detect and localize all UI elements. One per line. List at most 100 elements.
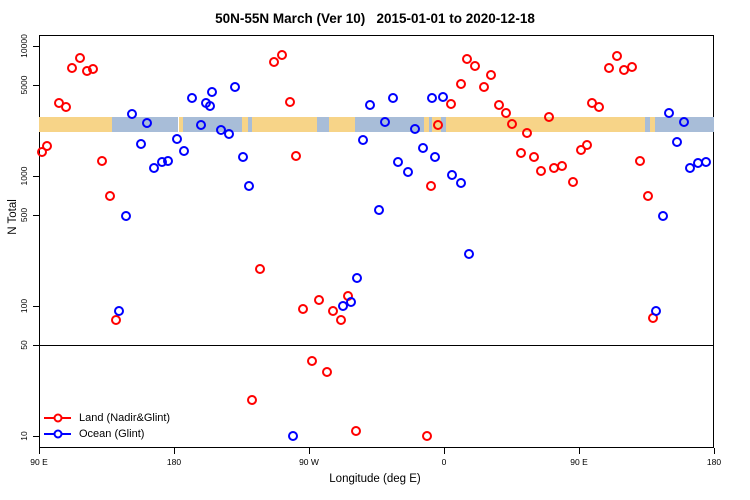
data-point-ocean — [127, 108, 137, 119]
data-point-ocean — [679, 117, 689, 128]
data-point-ocean — [172, 133, 182, 144]
data-point-land — [529, 152, 539, 162]
data-point-ocean — [403, 166, 413, 177]
map-band-segment-ocean — [645, 117, 650, 132]
legend-ring — [53, 429, 62, 439]
data-point-ocean — [464, 249, 475, 260]
data-point-ocean — [392, 156, 403, 167]
data-point-land — [350, 425, 361, 436]
data-point-land — [581, 140, 592, 151]
data-point-land — [307, 355, 317, 366]
x-tick — [579, 448, 580, 454]
x-tick-label: 90 W — [299, 457, 319, 467]
data-point-ocean — [446, 169, 457, 180]
y-tick — [33, 215, 39, 217]
data-point-land — [425, 180, 436, 191]
data-point-land — [446, 98, 457, 109]
map-band-segment-ocean — [316, 117, 329, 132]
data-point-land — [455, 79, 466, 90]
ocean-marker-icon — [44, 428, 71, 440]
x-tick-label: 90 E — [570, 457, 588, 467]
y-tick — [33, 176, 39, 177]
y-tick-label: 10000 — [19, 34, 29, 58]
y-tick — [33, 85, 39, 87]
y-tick — [33, 46, 39, 47]
data-point-ocean — [163, 155, 173, 166]
x-tick-label: 90 E — [30, 457, 48, 467]
data-point-land — [290, 150, 301, 161]
data-point-land — [568, 176, 578, 187]
data-point-ocean — [664, 108, 674, 119]
data-point-land — [328, 305, 338, 316]
legend-label-land: Land (Nadir&Glint) — [79, 412, 171, 424]
data-point-ocean — [358, 134, 368, 145]
data-point-land — [470, 61, 481, 72]
data-point-ocean — [224, 129, 235, 140]
x-axis-title: Longitude (deg E) — [329, 473, 421, 485]
data-point-land — [485, 69, 496, 80]
data-point-ocean — [179, 145, 190, 156]
data-point-ocean — [352, 273, 362, 284]
legend: Land (Nadir&Glint) Ocean (Glint) — [44, 410, 170, 442]
y-tick-label: 100 — [19, 298, 29, 314]
data-point-land — [104, 191, 115, 202]
map-band-segment-land — [252, 117, 317, 132]
x-tick — [174, 448, 175, 454]
data-point-land — [593, 101, 604, 112]
data-point-land — [322, 367, 332, 378]
map-band-segment-land — [241, 117, 248, 132]
data-point-land — [643, 191, 653, 202]
data-point-ocean — [187, 92, 197, 103]
data-point-land — [557, 161, 568, 172]
map-band-segment-ocean — [429, 117, 432, 132]
data-point-land — [247, 394, 257, 405]
data-point-land — [544, 112, 554, 123]
data-point-land — [433, 119, 443, 130]
y-tick — [33, 306, 39, 307]
data-point-ocean — [287, 431, 298, 441]
data-point-land — [521, 128, 532, 139]
data-point-land — [254, 264, 265, 275]
data-point-ocean — [430, 152, 440, 162]
data-point-land — [536, 166, 547, 177]
data-point-ocean — [388, 92, 398, 103]
data-point-land — [314, 295, 325, 306]
data-point-land — [635, 156, 646, 167]
data-point-ocean — [427, 92, 437, 103]
data-point-land — [422, 431, 433, 441]
reference-line-50 — [39, 345, 714, 347]
y-tick-label: 500 — [19, 208, 29, 223]
x-tick-label: 0 — [441, 457, 447, 467]
y-tick — [33, 345, 39, 347]
data-point-land — [604, 62, 614, 73]
y-tick-label: 10 — [19, 431, 29, 441]
data-point-ocean — [238, 152, 248, 163]
data-point-land — [110, 315, 121, 326]
data-point-land — [479, 81, 490, 92]
map-band-segment-land — [328, 117, 356, 132]
data-point-ocean — [374, 204, 385, 215]
map-band-segment-ocean — [247, 117, 252, 132]
data-point-land — [97, 156, 107, 167]
map-band-segment-land — [39, 117, 113, 132]
x-tick — [714, 448, 715, 454]
land-marker-icon — [44, 412, 71, 424]
data-point-ocean — [410, 123, 421, 134]
map-band-segment-land — [649, 117, 656, 132]
data-point-ocean — [437, 92, 448, 103]
data-point-land — [61, 101, 71, 112]
legend-item-land: Land (Nadir&Glint) — [44, 410, 170, 426]
data-point-land — [298, 303, 308, 314]
data-point-ocean — [346, 297, 356, 308]
y-tick-label: 5000 — [19, 75, 29, 95]
data-point-land — [41, 141, 52, 152]
legend-ring — [53, 413, 62, 423]
data-point-land — [500, 108, 511, 119]
data-point-ocean — [380, 117, 391, 128]
data-point-land — [67, 62, 77, 73]
data-point-land — [506, 119, 517, 130]
map-band-segment-ocean — [355, 117, 425, 132]
chart-title: 50N-55N March (Ver 10) 2015-01-01 to 202… — [215, 11, 535, 26]
data-point-ocean — [136, 139, 146, 150]
